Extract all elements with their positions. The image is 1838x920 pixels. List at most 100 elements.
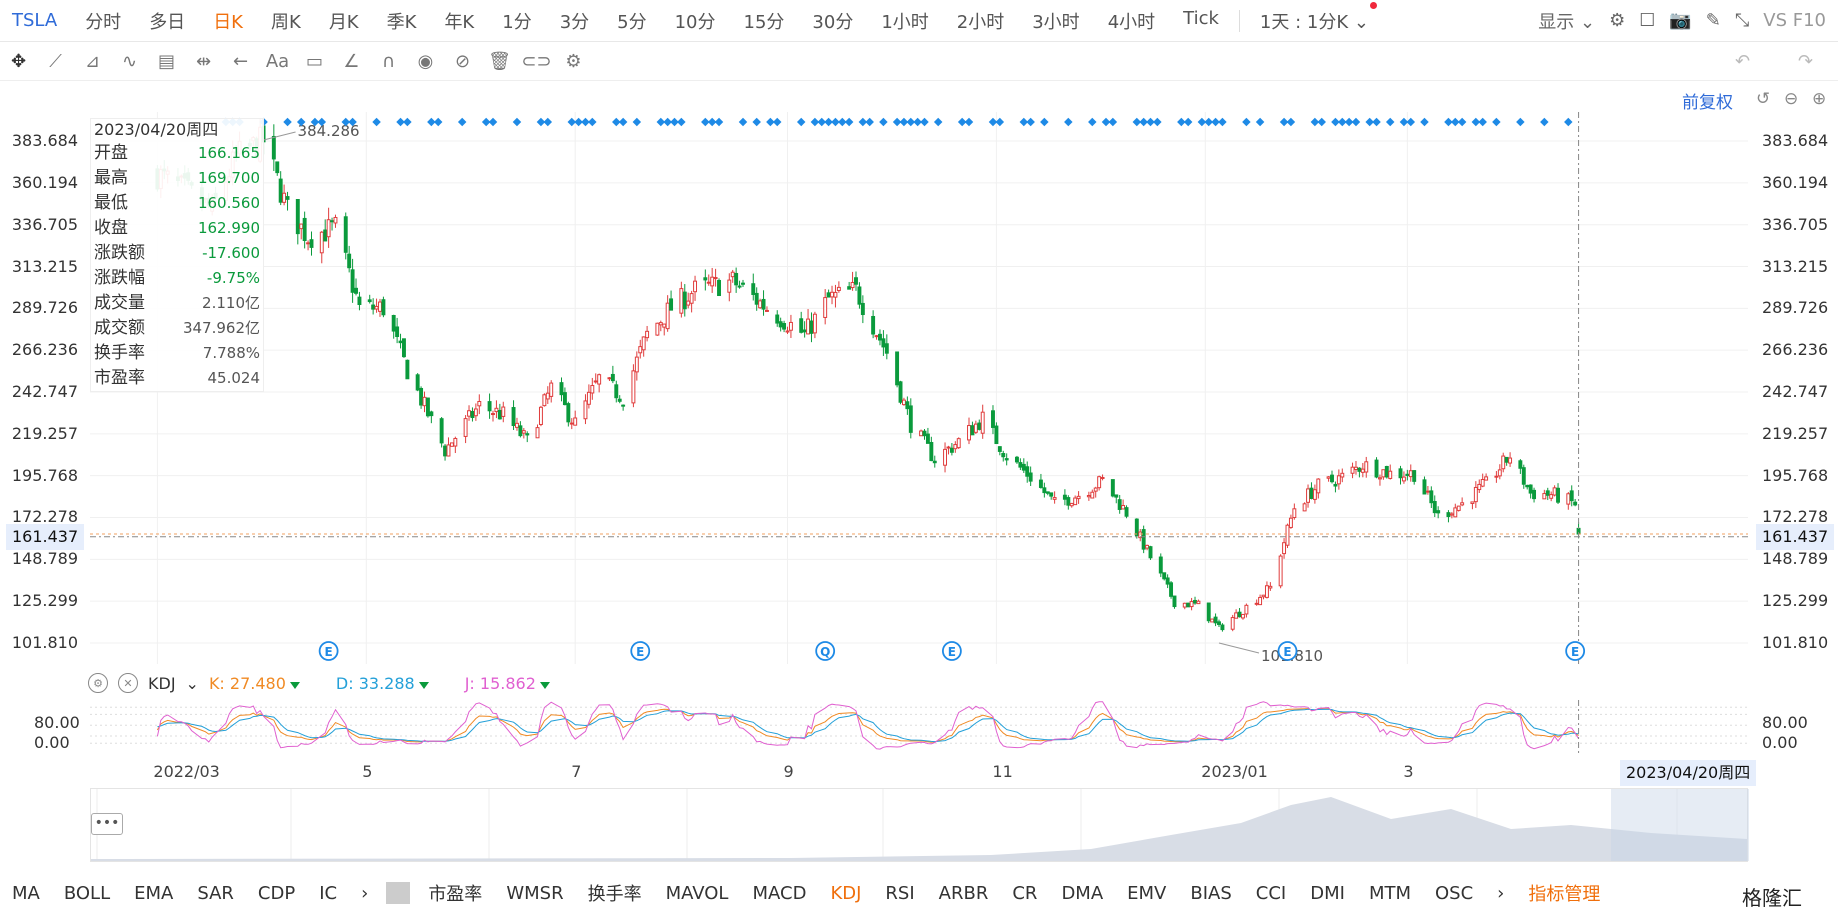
measure-tool-icon[interactable]: ⇹ xyxy=(195,51,212,72)
vs-f10-label[interactable]: VS F10 xyxy=(1763,10,1826,31)
indicator-manage-button[interactable]: 指标管理 xyxy=(1528,884,1601,905)
period-tab[interactable]: 3分 xyxy=(559,11,590,33)
period-tab[interactable]: 日K xyxy=(213,11,243,33)
candle xyxy=(295,199,300,245)
fib-tool-icon[interactable]: ▤ xyxy=(157,51,175,72)
magnet-icon[interactable]: ∩ xyxy=(381,51,396,72)
main-indicator-tab[interactable]: CDP xyxy=(257,882,296,904)
sub-indicator-tab[interactable]: CCI xyxy=(1255,882,1287,904)
sub-indicator-tab[interactable]: RSI xyxy=(885,882,915,904)
pencil-icon[interactable]: ✎ xyxy=(1705,10,1721,31)
line-tool-icon[interactable]: ⟋ xyxy=(49,51,62,72)
candle xyxy=(1004,453,1009,466)
sub-indicator-tab[interactable]: CR xyxy=(1012,882,1038,904)
sub-indicator-tab[interactable]: ARBR xyxy=(938,882,989,904)
ruler-icon[interactable]: ∠ xyxy=(343,51,360,72)
sub-indicator-tab[interactable]: 市盈率 xyxy=(428,884,483,905)
main-indicator-tab[interactable]: IC xyxy=(319,882,338,904)
chevron-right-icon[interactable]: › xyxy=(1497,882,1505,904)
sub-indicator-tab[interactable]: EMV xyxy=(1127,882,1167,904)
period-tab[interactable]: 多日 xyxy=(149,11,186,33)
note-tool-icon[interactable]: ▭ xyxy=(305,51,323,72)
period-tab[interactable]: 30分 xyxy=(812,11,854,33)
candle xyxy=(1073,495,1078,506)
interval-select[interactable]: 1天 : 1分K ⌄ xyxy=(1246,1,1383,34)
period-tab[interactable]: 月K xyxy=(328,11,359,33)
settings-icon[interactable]: ⚙ xyxy=(565,51,582,72)
period-tab[interactable]: Tick xyxy=(1183,7,1219,29)
period-tab[interactable]: 5分 xyxy=(617,11,647,33)
kdj-name[interactable]: KDJ xyxy=(148,673,176,693)
period-tab[interactable]: 1分 xyxy=(502,11,532,33)
layout-icon[interactable]: ☐ xyxy=(1639,10,1656,31)
arrow-tool-icon[interactable]: ← xyxy=(232,51,249,72)
eye-icon[interactable]: ◉ xyxy=(417,51,434,72)
sub-indicator-tab[interactable]: KDJ xyxy=(830,882,862,904)
trash-icon[interactable]: 🗑 xyxy=(488,51,511,72)
period-tab[interactable]: 年K xyxy=(444,11,475,33)
period-tab[interactable]: 2小时 xyxy=(956,11,1005,33)
news-marker xyxy=(618,117,628,127)
camera-icon[interactable]: 📷 xyxy=(1669,10,1692,31)
period-tab[interactable]: 周K xyxy=(271,11,301,33)
zoom-in-icon[interactable]: ⊕ xyxy=(1812,89,1827,109)
navigator-selection[interactable] xyxy=(1611,789,1749,861)
display-menu[interactable]: 显示 ⌄ xyxy=(1538,11,1596,33)
zoom-out-icon[interactable]: ⊖ xyxy=(1784,89,1799,109)
candle xyxy=(549,380,554,403)
kdj-tick-80-right: 80.00 xyxy=(1762,713,1808,732)
move-icon[interactable]: ✥ xyxy=(10,51,27,72)
chevron-down-icon[interactable]: ⌄ xyxy=(185,673,199,693)
sub-indicator-tab[interactable]: MTM xyxy=(1368,882,1411,904)
period-tab[interactable]: 分时 xyxy=(85,11,122,33)
period-tab[interactable]: 4小时 xyxy=(1107,11,1156,33)
kdj-chart[interactable] xyxy=(90,700,1748,754)
news-marker xyxy=(844,117,854,127)
chevron-right-icon[interactable]: › xyxy=(361,882,369,904)
range-navigator[interactable]: ••• xyxy=(90,788,1749,862)
sub-indicator-tab[interactable]: MACD xyxy=(752,882,807,904)
channel-tool-icon[interactable]: ⊿ xyxy=(84,51,101,72)
kdj-d-value: D: 33.288 xyxy=(336,674,429,693)
price-mode-toggle[interactable]: 前复权 xyxy=(1682,93,1733,113)
reset-icon[interactable]: ↺ xyxy=(1756,89,1771,109)
main-indicator-tab[interactable]: BOLL xyxy=(63,882,111,904)
sub-indicator-tab[interactable]: OSC xyxy=(1435,882,1474,904)
sub-indicator-tab[interactable]: DMI xyxy=(1310,882,1345,904)
candle xyxy=(1288,514,1293,529)
sub-indicator-tab[interactable]: 换手率 xyxy=(587,884,642,905)
sub-indicator-tab[interactable]: BIAS xyxy=(1190,882,1232,904)
redo-icon[interactable]: ↷ xyxy=(1797,51,1814,72)
collapse-icon[interactable]: ⤡ xyxy=(1734,10,1750,31)
info-row: 最低 160.560 xyxy=(91,191,263,216)
info-value: 169.700 xyxy=(197,169,260,187)
candle xyxy=(1158,553,1163,578)
sub-indicator-tab[interactable]: MAVOL xyxy=(665,882,729,904)
main-indicator-tab[interactable]: MA xyxy=(12,882,40,904)
main-indicator-tab[interactable]: EMA xyxy=(134,882,174,904)
candle xyxy=(521,428,526,439)
hide-icon[interactable]: ⊘ xyxy=(454,51,471,72)
navigator-more-button[interactable]: ••• xyxy=(91,813,123,835)
sub-indicator-tab[interactable]: WMSR xyxy=(506,882,564,904)
period-tab[interactable]: 1小时 xyxy=(881,11,929,33)
link-icon[interactable]: ⊂⊃ xyxy=(521,51,552,72)
symbol-label[interactable]: TSLA xyxy=(12,10,58,31)
candlestick-chart[interactable]: 384.286101.810EEQEEE xyxy=(90,112,1748,664)
main-indicator-tab[interactable]: SAR xyxy=(197,882,234,904)
period-tab[interactable]: 10分 xyxy=(674,11,716,33)
kdj-k-value: K: 27.480 xyxy=(209,674,300,693)
candle xyxy=(1473,481,1478,508)
sub-indicator-tab[interactable]: DMA xyxy=(1061,882,1104,904)
text-tool-icon[interactable]: Aa xyxy=(265,51,290,72)
indicator-settings-icon[interactable]: ⚙ xyxy=(88,673,108,693)
undo-icon[interactable]: ↶ xyxy=(1734,51,1751,72)
period-tab[interactable]: 15分 xyxy=(743,11,785,33)
y-tick-label: 336.705 xyxy=(1762,214,1829,234)
gear-icon[interactable]: ⚙ xyxy=(1609,10,1626,31)
period-tab[interactable]: 季K xyxy=(386,11,417,33)
close-indicator-icon[interactable]: ✕ xyxy=(118,673,138,693)
y-tick-label: 219.257 xyxy=(1762,423,1829,443)
wave-tool-icon[interactable]: ∿ xyxy=(121,51,138,72)
period-tab[interactable]: 3小时 xyxy=(1032,11,1080,33)
